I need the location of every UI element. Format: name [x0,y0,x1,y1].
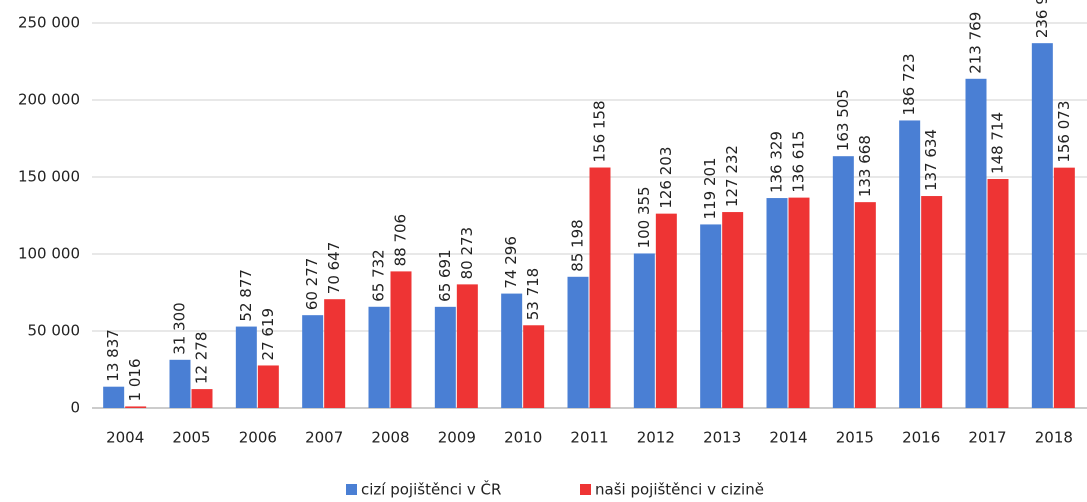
x-tick-label: 2012 [637,429,675,447]
data-label: 74 296 [502,236,520,288]
bar [633,253,655,408]
data-label: 127 232 [723,145,741,207]
bar [456,284,478,408]
data-label: 163 505 [834,89,852,151]
x-tick-label: 2017 [968,429,1006,447]
x-tick-label: 2018 [1035,429,1073,447]
bar [899,120,921,408]
bar [257,365,279,408]
data-label: 133 668 [856,135,874,197]
data-label: 137 634 [922,129,940,191]
bar [523,325,545,408]
data-label: 12 278 [193,332,211,385]
y-tick-label: 200 000 [18,91,80,109]
x-tick-label: 2005 [172,429,210,447]
data-label: 53 718 [524,268,542,321]
data-label: 65 691 [436,249,454,302]
legend-label: naši pojištěnci v cizině [595,481,764,499]
data-label: 13 837 [104,329,122,382]
legend-swatch [346,484,357,495]
y-tick-label: 0 [70,399,80,417]
y-tick-label: 250 000 [18,14,80,32]
x-tick-label: 2006 [239,429,277,447]
data-label: 31 300 [171,302,189,355]
x-tick-label: 2013 [703,429,741,447]
x-tick-label: 2008 [371,429,409,447]
data-label: 52 877 [237,269,255,321]
data-label: 27 619 [259,308,277,361]
data-label: 186 723 [900,53,918,115]
bar [501,293,523,408]
bar [854,202,876,408]
data-label: 213 769 [967,12,985,74]
data-label: 236 900 [1033,0,1051,38]
bar [655,213,677,408]
bar [434,306,456,408]
bar [722,212,744,408]
x-tick-label: 2004 [106,429,144,447]
bar [766,198,788,408]
x-tick-label: 2007 [305,429,343,447]
legend-swatch [580,484,591,495]
bar [191,389,213,408]
bar [125,406,147,408]
y-tick-label: 50 000 [28,322,81,340]
data-label: 119 201 [701,157,719,219]
bar [987,178,1009,408]
x-tick-label: 2009 [438,429,476,447]
y-tick-label: 100 000 [18,245,80,263]
data-label: 65 732 [370,249,388,302]
x-tick-label: 2011 [570,429,608,447]
bar [832,156,854,408]
bar [390,271,412,408]
bar [1031,43,1053,408]
data-label: 85 198 [569,219,587,272]
x-tick-label: 2014 [769,429,807,447]
bar [169,359,191,408]
bar [1053,167,1075,408]
bar [965,78,987,408]
data-label: 88 706 [392,214,410,267]
legend-label: cizí pojištěnci v ČR [361,480,501,499]
x-tick-label: 2015 [836,429,874,447]
data-label: 148 714 [989,112,1007,174]
data-label: 1 016 [126,358,144,401]
bar [700,224,722,408]
data-label: 156 073 [1055,101,1073,163]
data-label: 136 329 [768,131,786,193]
bar [368,306,390,408]
data-label: 126 203 [657,147,675,209]
x-tick-label: 2016 [902,429,940,447]
bar [302,315,324,408]
y-tick-label: 150 000 [18,168,80,186]
data-label: 70 647 [325,242,343,295]
bar [103,386,125,408]
bar [235,326,257,408]
bar [324,299,346,408]
data-label: 136 615 [790,131,808,193]
data-label: 80 273 [458,227,476,280]
data-label: 60 277 [303,258,321,311]
x-tick-label: 2010 [504,429,542,447]
bar [788,197,810,408]
bar [567,276,589,408]
data-label: 156 158 [591,100,609,162]
bar [921,196,943,408]
data-label: 100 355 [635,186,653,248]
bar [589,167,611,408]
